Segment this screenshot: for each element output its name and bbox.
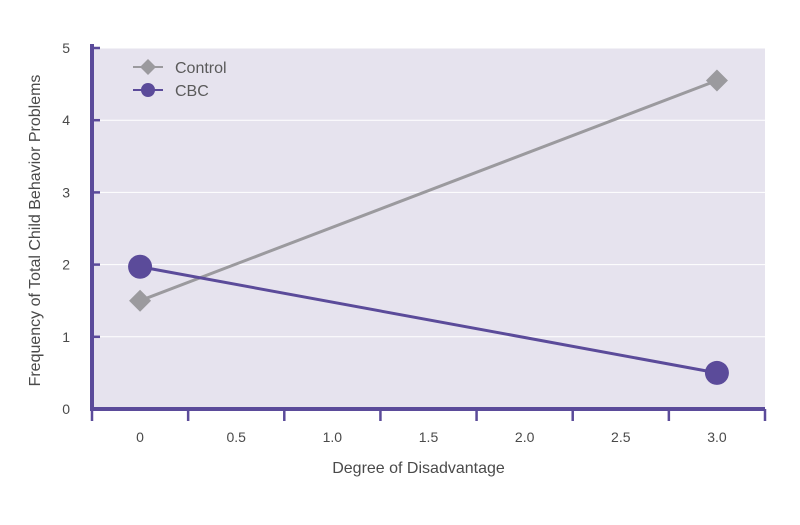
y-axis-title: Frequency of Total Child Behavior Proble…	[27, 75, 44, 387]
legend-circle-marker	[141, 83, 155, 97]
plot-background	[92, 48, 765, 409]
legend-entry-cbc: CBC	[133, 83, 209, 100]
x-tick-label: 0.5	[226, 429, 246, 445]
y-tick-label: 1	[62, 329, 70, 345]
data-point-circle	[128, 254, 153, 279]
x-tick-label: 2.5	[611, 429, 631, 445]
series-line	[139, 79, 718, 303]
y-tick-label: 5	[62, 40, 70, 56]
grid-lines	[92, 47, 765, 338]
axes	[90, 44, 767, 421]
legend-label: CBC	[175, 83, 209, 100]
x-tick-label: 1.0	[323, 429, 343, 445]
legend-label: Control	[175, 60, 227, 77]
legend: Control CBC	[133, 59, 227, 100]
y-tick-label: 4	[62, 112, 70, 128]
series-cbc	[128, 254, 729, 385]
y-tick-label: 2	[62, 257, 70, 273]
series-line	[139, 265, 718, 375]
legend-entry-control: Control	[133, 59, 227, 77]
series	[128, 69, 729, 385]
x-tick-label: 3.0	[707, 429, 727, 445]
y-tick-label: 0	[62, 401, 70, 417]
x-tick-label: 2.0	[515, 429, 535, 445]
tick-labels: 0 1 2 3 4 5 0 0.5 1.0 1.5 2.0 2.5 3.0	[62, 40, 727, 445]
data-point-diamond	[129, 289, 152, 312]
data-point-diamond	[705, 69, 728, 92]
x-tick-label: 0	[136, 429, 144, 445]
x-tick-label: 1.5	[419, 429, 439, 445]
series-control	[129, 69, 728, 312]
x-axis-title: Degree of Disadvantage	[332, 460, 505, 477]
legend-diamond-marker	[140, 59, 156, 75]
data-point-circle	[704, 360, 729, 385]
y-tick-label: 3	[62, 184, 70, 200]
